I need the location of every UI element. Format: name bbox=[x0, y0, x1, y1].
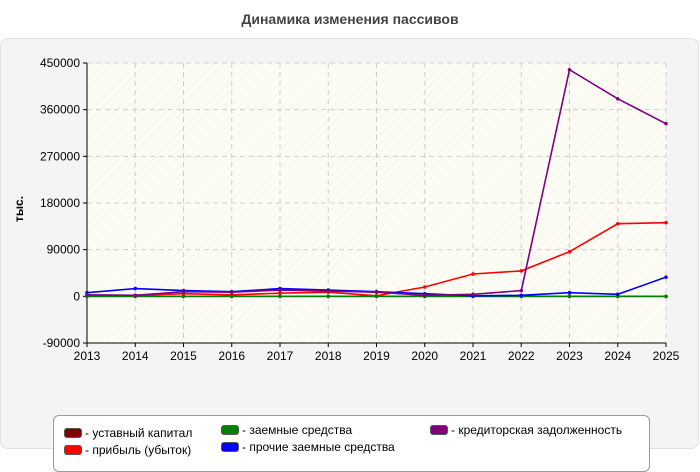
chart-plot: 450000 360000 270000 180000 90000 0 -90000 201… bbox=[12, 56, 680, 363]
data-point bbox=[422, 285, 427, 289]
x-tick-label: 2014 bbox=[122, 349, 149, 363]
data-point bbox=[567, 294, 572, 299]
y-tick-label: -90000 bbox=[43, 336, 81, 350]
x-tick-label: 2019 bbox=[363, 349, 390, 363]
legend-label: - прибыль (убыток) bbox=[85, 443, 192, 457]
legend-item: - уставный капитал bbox=[64, 426, 192, 440]
data-point bbox=[567, 249, 572, 254]
legend-item: - прочие заемные средства bbox=[221, 440, 395, 454]
data-point bbox=[278, 291, 282, 296]
data-point bbox=[664, 220, 668, 225]
data-point bbox=[664, 275, 668, 279]
x-tick-label: 2025 bbox=[653, 349, 680, 363]
y-tick-label: 270000 bbox=[40, 149, 80, 163]
data-point bbox=[664, 294, 668, 299]
legend-swatch bbox=[221, 425, 239, 435]
data-point bbox=[229, 294, 234, 299]
chart-legend: - уставный капитал - прибыль (убыток) - за… bbox=[53, 415, 650, 472]
x-tick-label: 2015 bbox=[170, 349, 197, 363]
x-tick-label: 2024 bbox=[604, 349, 631, 363]
x-tick-label: 2021 bbox=[460, 349, 487, 363]
series-4 bbox=[85, 67, 668, 298]
y-tick-label: 180000 bbox=[40, 196, 80, 210]
y-tick-label: 90000 bbox=[47, 243, 81, 257]
legend-swatch bbox=[64, 428, 82, 438]
legend-swatch bbox=[221, 442, 239, 452]
data-point bbox=[664, 121, 668, 126]
legend-label: - прочие заемные средства bbox=[242, 440, 395, 454]
legend-item: - заемные средства bbox=[221, 423, 352, 437]
data-point bbox=[422, 293, 427, 298]
chart-panel: 450000 360000 270000 180000 90000 0 -90000 201… bbox=[0, 38, 699, 472]
legend-label: - уставный капитал bbox=[85, 426, 193, 440]
x-tick-label: 2023 bbox=[556, 349, 583, 363]
x-tick-label: 2022 bbox=[508, 349, 535, 363]
data-point bbox=[326, 294, 331, 299]
y-tick-label: 360000 bbox=[40, 103, 80, 117]
data-point bbox=[85, 292, 89, 297]
x-tick-label: 2020 bbox=[411, 349, 438, 363]
data-point bbox=[519, 293, 524, 298]
data-point bbox=[471, 292, 475, 297]
data-point bbox=[278, 294, 282, 299]
data-point bbox=[229, 290, 234, 294]
data-point bbox=[519, 288, 524, 293]
x-tick-label: 2013 bbox=[74, 349, 101, 363]
legend-swatch bbox=[430, 425, 448, 435]
y-axis-label: тыс. bbox=[12, 196, 26, 222]
data-point bbox=[615, 292, 620, 297]
data-point bbox=[567, 67, 572, 72]
data-point bbox=[326, 289, 331, 293]
data-point bbox=[615, 96, 620, 101]
y-tick-label: 0 bbox=[73, 289, 80, 303]
data-point bbox=[181, 294, 186, 299]
legend-item: - кредиторская задолженность bbox=[430, 423, 622, 437]
legend-label: - кредиторская задолженность bbox=[451, 423, 623, 437]
data-point bbox=[519, 269, 524, 273]
data-point bbox=[181, 289, 186, 294]
data-point bbox=[471, 272, 475, 276]
data-point bbox=[133, 293, 138, 298]
x-tick-label: 2017 bbox=[267, 349, 294, 363]
y-tick-label: 450000 bbox=[40, 56, 80, 70]
chart-title: Динамика изменения пассивов bbox=[241, 11, 459, 27]
data-point bbox=[278, 288, 282, 292]
legend-swatch bbox=[64, 445, 82, 455]
data-point bbox=[615, 221, 620, 226]
data-point bbox=[567, 290, 572, 295]
legend-item: - прибыль (убыток) bbox=[64, 443, 191, 457]
data-point bbox=[374, 294, 379, 299]
data-point bbox=[133, 286, 138, 291]
legend-label: - заемные средства bbox=[242, 423, 353, 437]
data-point bbox=[374, 290, 379, 294]
x-tick-label: 2016 bbox=[218, 349, 245, 363]
x-tick-label: 2018 bbox=[315, 349, 342, 363]
